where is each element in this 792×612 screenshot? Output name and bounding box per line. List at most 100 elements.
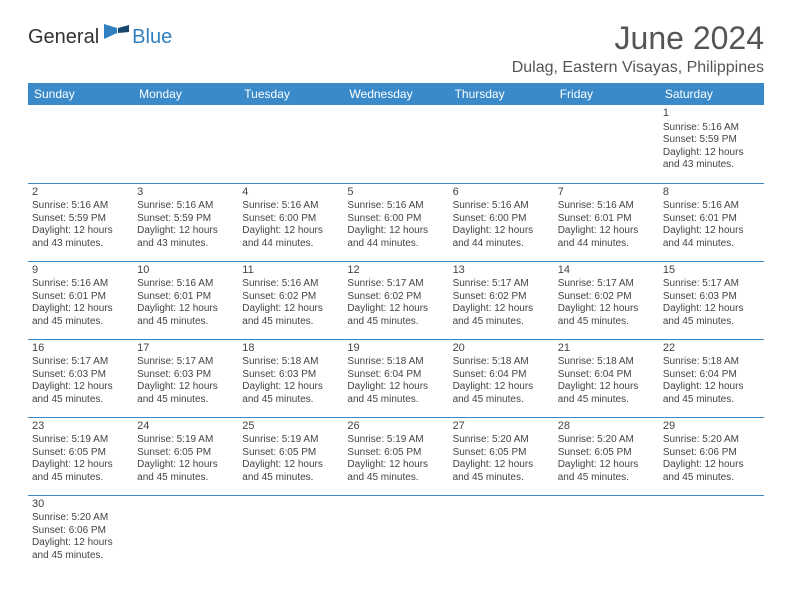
day-info-line: Daylight: 12 hours [32,303,129,316]
day-info-line: Sunset: 6:01 PM [137,291,234,304]
day-info-line: Sunrise: 5:18 AM [242,356,339,369]
calendar-day: 21Sunrise: 5:18 AMSunset: 6:04 PMDayligh… [554,339,659,417]
day-number: 26 [347,420,444,434]
day-number: 22 [663,342,760,356]
day-info-line: Sunset: 6:04 PM [453,369,550,382]
day-info-line: Sunrise: 5:17 AM [453,278,550,291]
calendar-empty [133,105,238,183]
day-info-line: Sunrise: 5:16 AM [32,200,129,213]
day-number: 23 [32,420,129,434]
day-info-line: Daylight: 12 hours [137,303,234,316]
calendar-day: 1Sunrise: 5:16 AMSunset: 5:59 PMDaylight… [659,105,764,183]
day-info-line: Daylight: 12 hours [347,225,444,238]
calendar-day: 15Sunrise: 5:17 AMSunset: 6:03 PMDayligh… [659,261,764,339]
calendar-week: 9Sunrise: 5:16 AMSunset: 6:01 PMDaylight… [28,261,764,339]
day-info-line: Sunset: 6:04 PM [347,369,444,382]
calendar-day: 28Sunrise: 5:20 AMSunset: 6:05 PMDayligh… [554,417,659,495]
day-number: 12 [347,264,444,278]
day-info-line: Sunset: 6:04 PM [558,369,655,382]
day-number: 5 [347,186,444,200]
day-info-line: Sunrise: 5:19 AM [32,434,129,447]
day-info-line: Sunset: 6:02 PM [347,291,444,304]
day-info-line: Sunrise: 5:17 AM [558,278,655,291]
day-info-line: Daylight: 12 hours [32,225,129,238]
day-number: 9 [32,264,129,278]
day-info-line: Sunset: 6:05 PM [242,447,339,460]
calendar-day: 27Sunrise: 5:20 AMSunset: 6:05 PMDayligh… [449,417,554,495]
day-number: 1 [663,107,760,121]
day-info-line: Sunset: 6:05 PM [32,447,129,460]
day-number: 19 [347,342,444,356]
calendar-day: 7Sunrise: 5:16 AMSunset: 6:01 PMDaylight… [554,183,659,261]
day-info-line: Daylight: 12 hours [32,537,129,550]
calendar-day: 17Sunrise: 5:17 AMSunset: 6:03 PMDayligh… [133,339,238,417]
day-info-line: Daylight: 12 hours [347,459,444,472]
day-info-line: Daylight: 12 hours [347,381,444,394]
calendar-day: 18Sunrise: 5:18 AMSunset: 6:03 PMDayligh… [238,339,343,417]
day-info-line: and 45 minutes. [558,472,655,485]
calendar-day: 11Sunrise: 5:16 AMSunset: 6:02 PMDayligh… [238,261,343,339]
day-info-line: Daylight: 12 hours [663,303,760,316]
day-info-line: Daylight: 12 hours [453,381,550,394]
calendar-empty [554,105,659,183]
calendar-day: 16Sunrise: 5:17 AMSunset: 6:03 PMDayligh… [28,339,133,417]
day-info-line: Sunset: 5:59 PM [32,213,129,226]
day-info-line: Sunset: 6:02 PM [242,291,339,304]
day-info-line: Daylight: 12 hours [453,225,550,238]
calendar-table: SundayMondayTuesdayWednesdayThursdayFrid… [28,83,764,573]
day-info-line: Sunset: 6:03 PM [242,369,339,382]
calendar-page: General Blue June 2024 Dulag, Eastern Vi… [0,0,792,583]
day-number: 30 [32,498,129,512]
calendar-day: 8Sunrise: 5:16 AMSunset: 6:01 PMDaylight… [659,183,764,261]
calendar-empty [554,495,659,573]
day-info-line: Daylight: 12 hours [242,225,339,238]
day-number: 15 [663,264,760,278]
calendar-empty [28,105,133,183]
weekday-header: Sunday [28,83,133,105]
day-number: 21 [558,342,655,356]
day-info-line: Sunset: 6:06 PM [32,525,129,538]
day-info-line: Sunrise: 5:19 AM [137,434,234,447]
day-info-line: Sunrise: 5:16 AM [347,200,444,213]
day-info-line: Sunrise: 5:19 AM [347,434,444,447]
month-title: June 2024 [512,20,764,57]
day-info-line: Sunrise: 5:16 AM [242,200,339,213]
day-info-line: and 44 minutes. [663,238,760,251]
header: General Blue June 2024 Dulag, Eastern Vi… [28,20,764,77]
calendar-empty [343,495,448,573]
calendar-day: 23Sunrise: 5:19 AMSunset: 6:05 PMDayligh… [28,417,133,495]
day-number: 14 [558,264,655,278]
day-info-line: and 44 minutes. [347,238,444,251]
day-info-line: Sunrise: 5:19 AM [242,434,339,447]
day-info-line: Daylight: 12 hours [242,381,339,394]
day-info-line: Daylight: 12 hours [347,303,444,316]
calendar-week: 16Sunrise: 5:17 AMSunset: 6:03 PMDayligh… [28,339,764,417]
day-number: 8 [663,186,760,200]
day-info-line: and 45 minutes. [32,472,129,485]
day-info-line: Sunrise: 5:20 AM [663,434,760,447]
day-info-line: Sunrise: 5:16 AM [137,200,234,213]
day-info-line: and 45 minutes. [663,394,760,407]
day-info-line: Sunset: 6:03 PM [137,369,234,382]
day-info-line: Sunset: 5:59 PM [137,213,234,226]
calendar-day: 25Sunrise: 5:19 AMSunset: 6:05 PMDayligh… [238,417,343,495]
day-info-line: Sunset: 6:05 PM [558,447,655,460]
day-info-line: Sunset: 6:00 PM [242,213,339,226]
day-number: 6 [453,186,550,200]
day-info-line: Daylight: 12 hours [137,459,234,472]
day-info-line: Sunrise: 5:17 AM [663,278,760,291]
day-info-line: and 45 minutes. [663,472,760,485]
day-info-line: and 45 minutes. [137,472,234,485]
day-number: 25 [242,420,339,434]
day-info-line: Sunrise: 5:16 AM [242,278,339,291]
day-info-line: Daylight: 12 hours [558,381,655,394]
day-info-line: Sunrise: 5:16 AM [32,278,129,291]
flag-icon [103,23,131,46]
day-info-line: Daylight: 12 hours [242,459,339,472]
day-number: 4 [242,186,339,200]
day-info-line: Sunset: 6:06 PM [663,447,760,460]
day-info-line: Daylight: 12 hours [558,303,655,316]
day-info-line: Sunset: 6:01 PM [32,291,129,304]
day-info-line: and 45 minutes. [663,316,760,329]
day-info-line: Sunset: 6:02 PM [558,291,655,304]
